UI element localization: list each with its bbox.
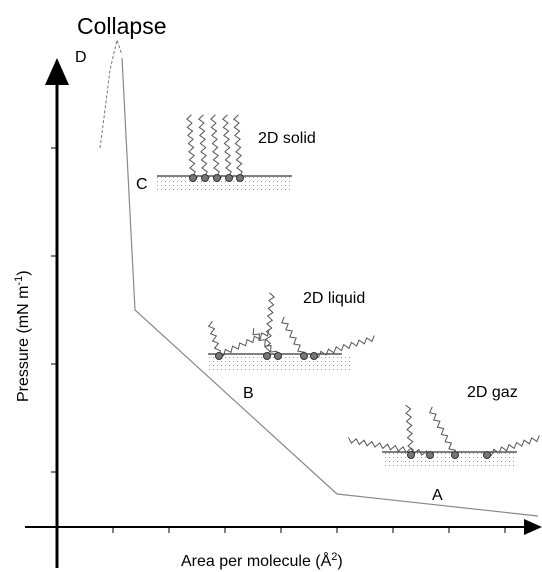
head xyxy=(426,451,434,459)
subphase xyxy=(382,452,517,468)
point-label: B xyxy=(243,385,254,402)
head xyxy=(300,352,308,360)
tail xyxy=(233,114,243,177)
molecule-heads xyxy=(189,174,491,459)
head xyxy=(310,352,318,360)
title: Collapse xyxy=(77,13,167,39)
head xyxy=(189,174,197,182)
molecule-tails xyxy=(186,114,540,456)
tail xyxy=(347,437,431,456)
head xyxy=(236,174,244,182)
phase-label: 2D liquid xyxy=(303,290,365,307)
head xyxy=(215,352,223,360)
tail xyxy=(218,329,270,357)
phase-label: 2D gaz xyxy=(467,384,518,401)
head xyxy=(201,174,209,182)
head xyxy=(483,451,491,459)
tail xyxy=(210,114,220,177)
phase-label: 2D solid xyxy=(258,130,316,147)
tail xyxy=(264,292,276,356)
tail xyxy=(405,404,414,455)
tail xyxy=(486,435,540,456)
tail xyxy=(429,406,456,456)
x-axis-label: Area per molecule (Å2) xyxy=(181,551,343,570)
isotherm-curve xyxy=(121,57,539,517)
head xyxy=(263,352,271,360)
tail xyxy=(186,114,196,177)
tail xyxy=(207,320,222,356)
subphase xyxy=(157,176,292,190)
head xyxy=(213,174,221,182)
head xyxy=(407,451,415,459)
y-axis-label: Pressure (mN m-1) xyxy=(13,270,32,402)
point-label: D xyxy=(75,49,87,66)
head xyxy=(451,451,459,459)
point-label: C xyxy=(136,176,148,193)
point-label: A xyxy=(432,487,443,504)
tail xyxy=(313,335,375,358)
tail xyxy=(198,114,208,177)
collapse-curve xyxy=(99,38,123,149)
head xyxy=(225,174,233,182)
tail xyxy=(222,114,232,177)
tail xyxy=(252,328,279,357)
axis-ticks xyxy=(51,147,506,533)
tail xyxy=(281,316,305,358)
head xyxy=(274,352,282,360)
